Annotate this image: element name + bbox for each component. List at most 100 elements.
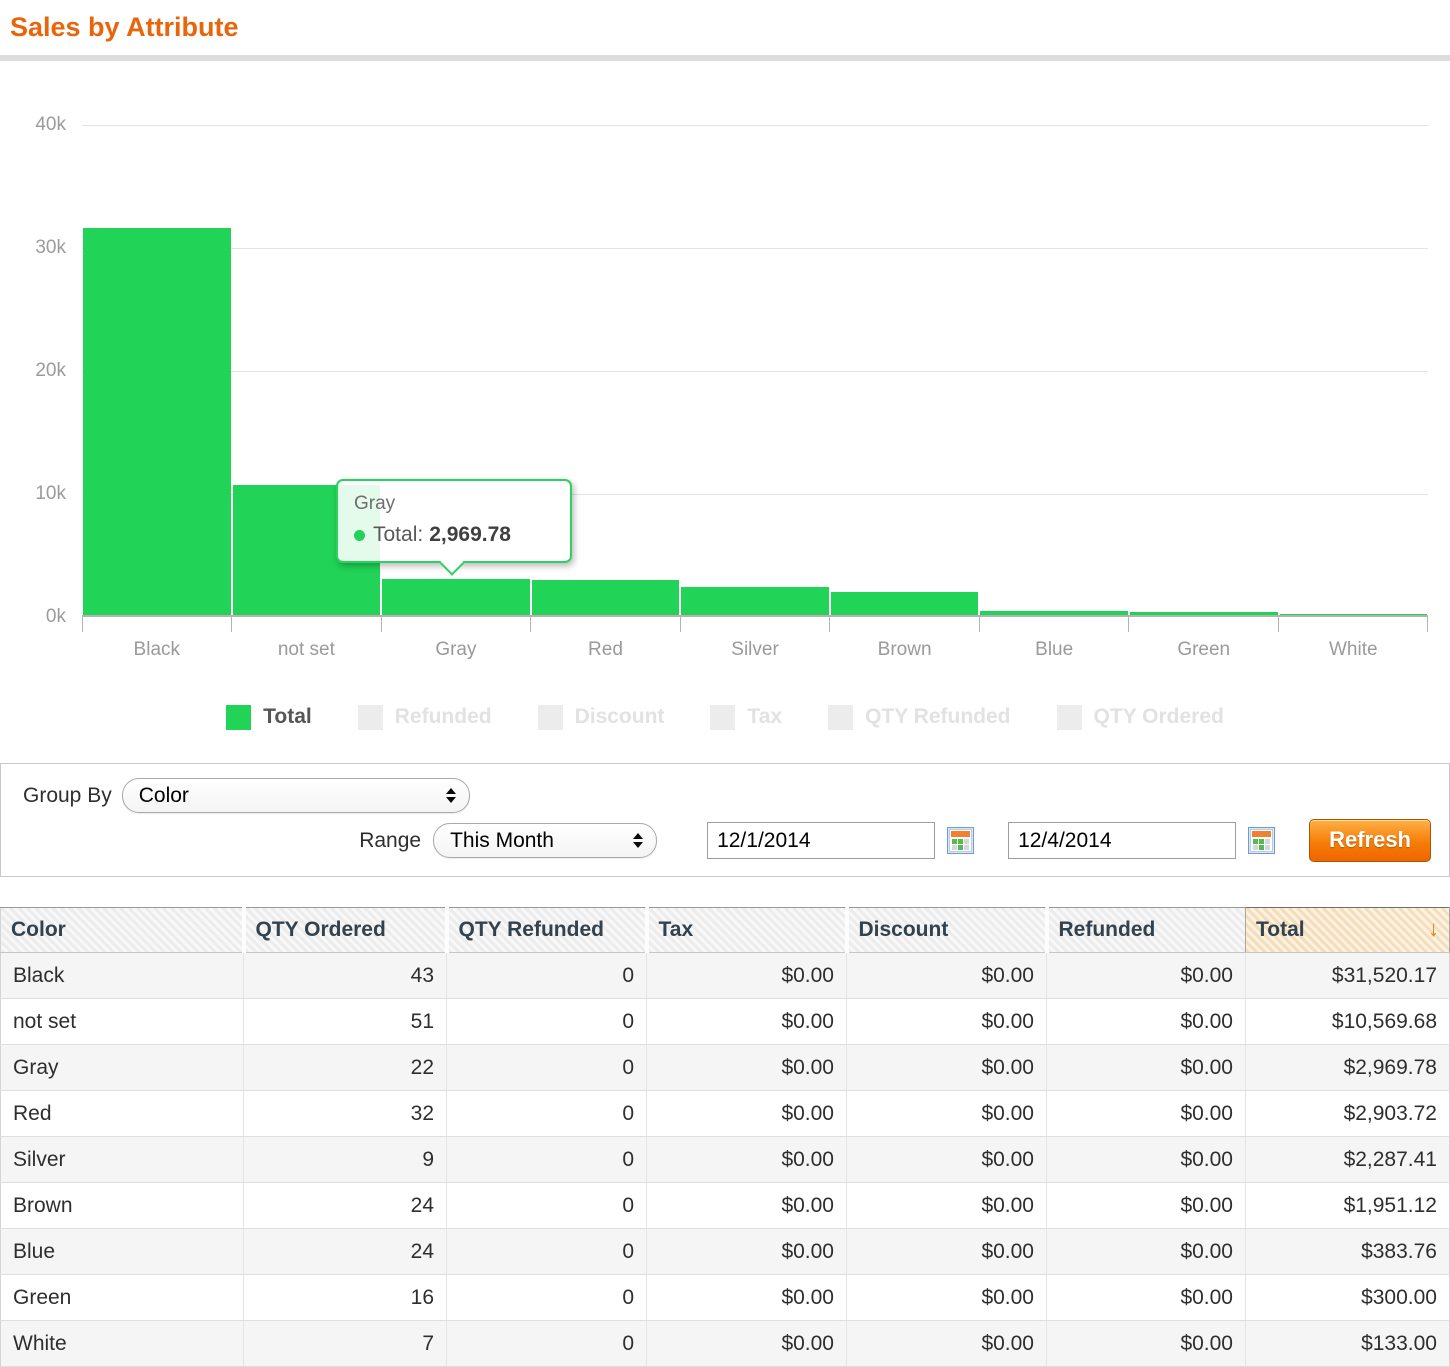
- bar: [531, 580, 680, 615]
- y-tick-label: 40k: [35, 114, 66, 135]
- value-cell: 0: [446, 1320, 647, 1367]
- legend-item-total[interactable]: Total: [226, 704, 312, 730]
- column-header-qty-refunded[interactable]: QTY Refunded: [444, 907, 647, 953]
- date-to-input[interactable]: [1008, 822, 1237, 859]
- tooltip-series-dot-icon: [354, 529, 365, 541]
- value-cell: $0.00: [1046, 1320, 1246, 1367]
- axis-tick: [82, 617, 231, 632]
- x-tick-label: Blue: [1035, 639, 1074, 660]
- value-cell: $2,903.72: [1245, 1090, 1450, 1137]
- value-cell: $133.00: [1245, 1320, 1450, 1367]
- page-title: Sales by Attribute: [10, 12, 239, 42]
- column-header-color[interactable]: Color: [0, 907, 244, 953]
- value-cell: $0.00: [646, 1090, 847, 1137]
- legend-label: Total: [263, 705, 312, 728]
- range-select[interactable]: This Month: [433, 823, 658, 858]
- legend-item-tax[interactable]: Tax: [710, 704, 783, 730]
- calendar-to-button[interactable]: [1248, 827, 1276, 854]
- bar-slots: [82, 125, 1428, 615]
- value-cell: $0.00: [1046, 952, 1246, 999]
- axis-tick: [978, 617, 1128, 632]
- value-cell: $10,569.68: [1245, 998, 1450, 1045]
- value-cell: $383.76: [1245, 1228, 1450, 1275]
- value-cell: $0.00: [1046, 1044, 1246, 1091]
- legend-item-discount[interactable]: Discount: [537, 704, 665, 730]
- date-from-input[interactable]: [707, 822, 936, 859]
- value-cell: $0.00: [1046, 1182, 1246, 1229]
- group-by-label: Group By: [23, 783, 112, 807]
- column-header-total[interactable]: Total ↓: [1245, 907, 1450, 953]
- value-cell: $300.00: [1245, 1274, 1450, 1321]
- tooltip-value: 2,969.78: [429, 523, 511, 546]
- value-cell: $0.00: [846, 1090, 1047, 1137]
- value-cell: 0: [446, 1182, 647, 1229]
- legend-label: Refunded: [394, 705, 492, 728]
- bar: [830, 592, 979, 615]
- table-row-brown: Brown 24 0 $0.00 $0.00 $0.00 $1,951.12: [0, 1182, 1450, 1229]
- bar: [1129, 612, 1278, 615]
- column-header-refunded[interactable]: Refunded: [1044, 907, 1246, 953]
- x-tick-label: Red: [588, 639, 623, 660]
- calendar-icon: [1248, 827, 1276, 854]
- x-tick-label: Brown: [877, 639, 932, 660]
- column-header-label: Total: [1256, 918, 1305, 941]
- bar-slot-gray[interactable]: [381, 125, 531, 615]
- bar-slot-white[interactable]: [1279, 125, 1429, 615]
- value-cell: 0: [446, 998, 647, 1045]
- column-header-label: Tax: [658, 918, 694, 941]
- sales-chart: 40k 30k 20k 10k 0k Black not set Gray Red Silver…: [0, 61, 1450, 683]
- select-arrows-icon: [445, 788, 456, 803]
- bar-slot-silver[interactable]: [680, 125, 830, 615]
- column-header-tax[interactable]: Tax: [644, 907, 847, 953]
- table-body: Black 43 0 $0.00 $0.00 $0.00 $31,520.17 not set…: [0, 952, 1450, 1367]
- bar: [1279, 614, 1428, 615]
- legend-item-qty-ordered[interactable]: QTY Ordered: [1056, 704, 1224, 730]
- table-row-blue: Blue 24 0 $0.00 $0.00 $0.00 $383.76: [0, 1228, 1450, 1275]
- calendar-from-button[interactable]: [947, 827, 975, 854]
- axis-tick: [679, 617, 829, 632]
- bar: [83, 228, 231, 615]
- range-label: Range: [359, 828, 422, 852]
- bar-slot-red[interactable]: [531, 125, 681, 615]
- value-cell: $0.00: [646, 952, 847, 999]
- group-by-selected-value: Color: [138, 783, 189, 807]
- x-axis-ticks: [82, 617, 1428, 632]
- value-cell: $0.00: [1046, 1274, 1246, 1321]
- bar: [681, 587, 829, 615]
- column-header-qty-ordered[interactable]: QTY Ordered: [241, 907, 447, 953]
- bar-slot-green[interactable]: [1129, 125, 1279, 615]
- legend-label: Tax: [747, 705, 783, 728]
- value-cell: $0.00: [1046, 1090, 1246, 1137]
- legend-swatch-icon: [537, 704, 563, 730]
- value-cell: $0.00: [646, 1182, 847, 1229]
- value-cell: $2,969.78: [1245, 1044, 1450, 1091]
- bar-slot-blue[interactable]: [979, 125, 1129, 615]
- x-tick-label: Black: [133, 639, 181, 660]
- legend-swatch-icon: [357, 704, 383, 730]
- tooltip-series-line: Total: 2,969.78: [354, 523, 556, 547]
- refresh-button[interactable]: Refresh: [1309, 819, 1431, 862]
- calendar-icon: [947, 827, 975, 854]
- legend-item-qty-refunded[interactable]: QTY Refunded: [828, 704, 1011, 730]
- column-header-discount[interactable]: Discount: [844, 907, 1047, 953]
- row-label-cell: Red: [0, 1090, 244, 1137]
- legend-item-refunded[interactable]: Refunded: [357, 704, 492, 730]
- column-header-label: Discount: [858, 918, 949, 941]
- value-cell: $0.00: [646, 1320, 847, 1367]
- legend-swatch-icon: [1056, 704, 1082, 730]
- bar-slot-black[interactable]: [82, 125, 232, 615]
- bar-slot-brown[interactable]: [830, 125, 980, 615]
- gridline: [82, 371, 1428, 372]
- axis-tick: [829, 617, 978, 632]
- page-header: Sales by Attribute: [0, 0, 1450, 55]
- value-cell: $2,287.41: [1245, 1136, 1450, 1183]
- x-tick-label: not set: [277, 639, 335, 660]
- group-by-select[interactable]: Color: [121, 778, 470, 813]
- column-header-label: QTY Refunded: [458, 918, 604, 941]
- sales-table: Color QTY Ordered QTY Refunded Tax Discount R…: [0, 907, 1450, 1367]
- y-tick-label: 30k: [35, 237, 66, 258]
- legend-label: Discount: [574, 705, 665, 728]
- axis-tick: [231, 617, 380, 632]
- table-row-green: Green 16 0 $0.00 $0.00 $0.00 $300.00: [0, 1274, 1450, 1321]
